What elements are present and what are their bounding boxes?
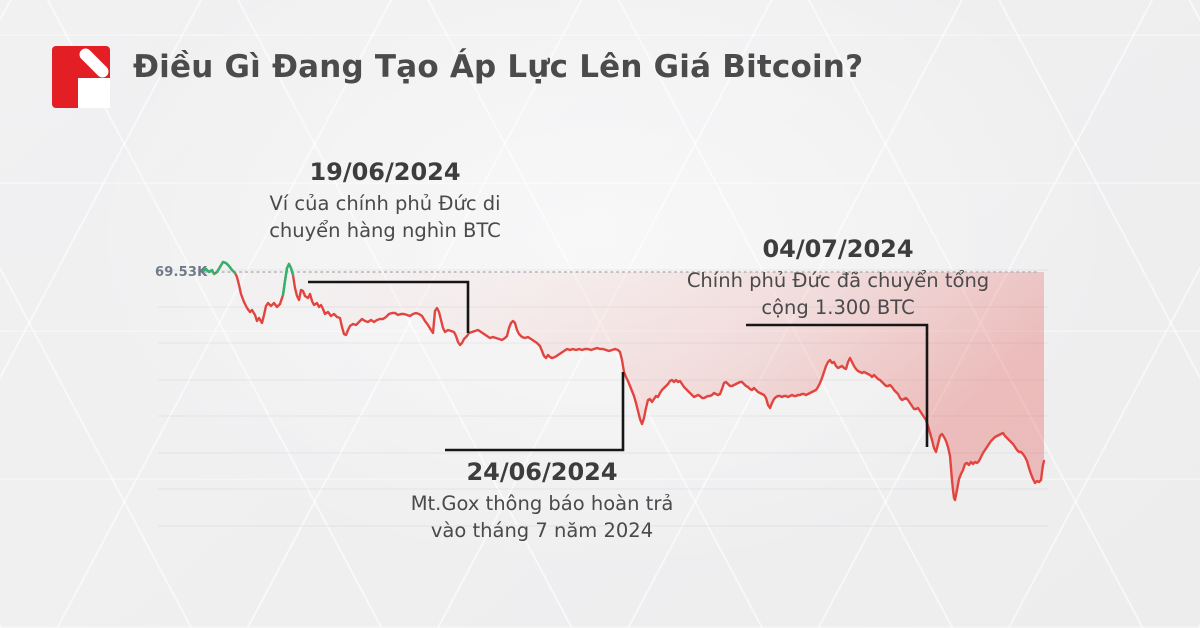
annotation-date: 19/06/2024 <box>309 158 461 186</box>
price-axis-label: 69.53K <box>155 265 208 280</box>
brand-logo <box>52 46 111 108</box>
annotation-text: Ví của chính phủ Đức di chuyển hàng nghì… <box>269 192 501 243</box>
annotation-german-total-transfer: 04/07/2024 Chính phủ Đức đã chuyển tổng … <box>678 235 998 322</box>
chart-area-fill <box>203 262 1044 500</box>
page-title: Điều Gì Đang Tạo Áp Lực Lên Giá Bitcoin? <box>133 49 864 85</box>
annotation-mtgox-repayment: 24/06/2024 Mt.Gox thông báo hoàn trả vào… <box>382 458 702 545</box>
annotation-text: Mt.Gox thông báo hoàn trả vào tháng 7 nă… <box>410 492 674 543</box>
annotation-date: 04/07/2024 <box>762 235 914 263</box>
callout-brackets <box>308 280 929 452</box>
annotation-german-wallet-move: 19/06/2024 Ví của chính phủ Đức di chuyể… <box>235 158 535 245</box>
price-line-up-segments <box>201 260 295 297</box>
annotation-text: Chính phủ Đức đã chuyển tổng cộng 1.300 … <box>686 269 990 320</box>
logo-notch <box>78 78 110 108</box>
annotation-date: 24/06/2024 <box>466 458 618 486</box>
